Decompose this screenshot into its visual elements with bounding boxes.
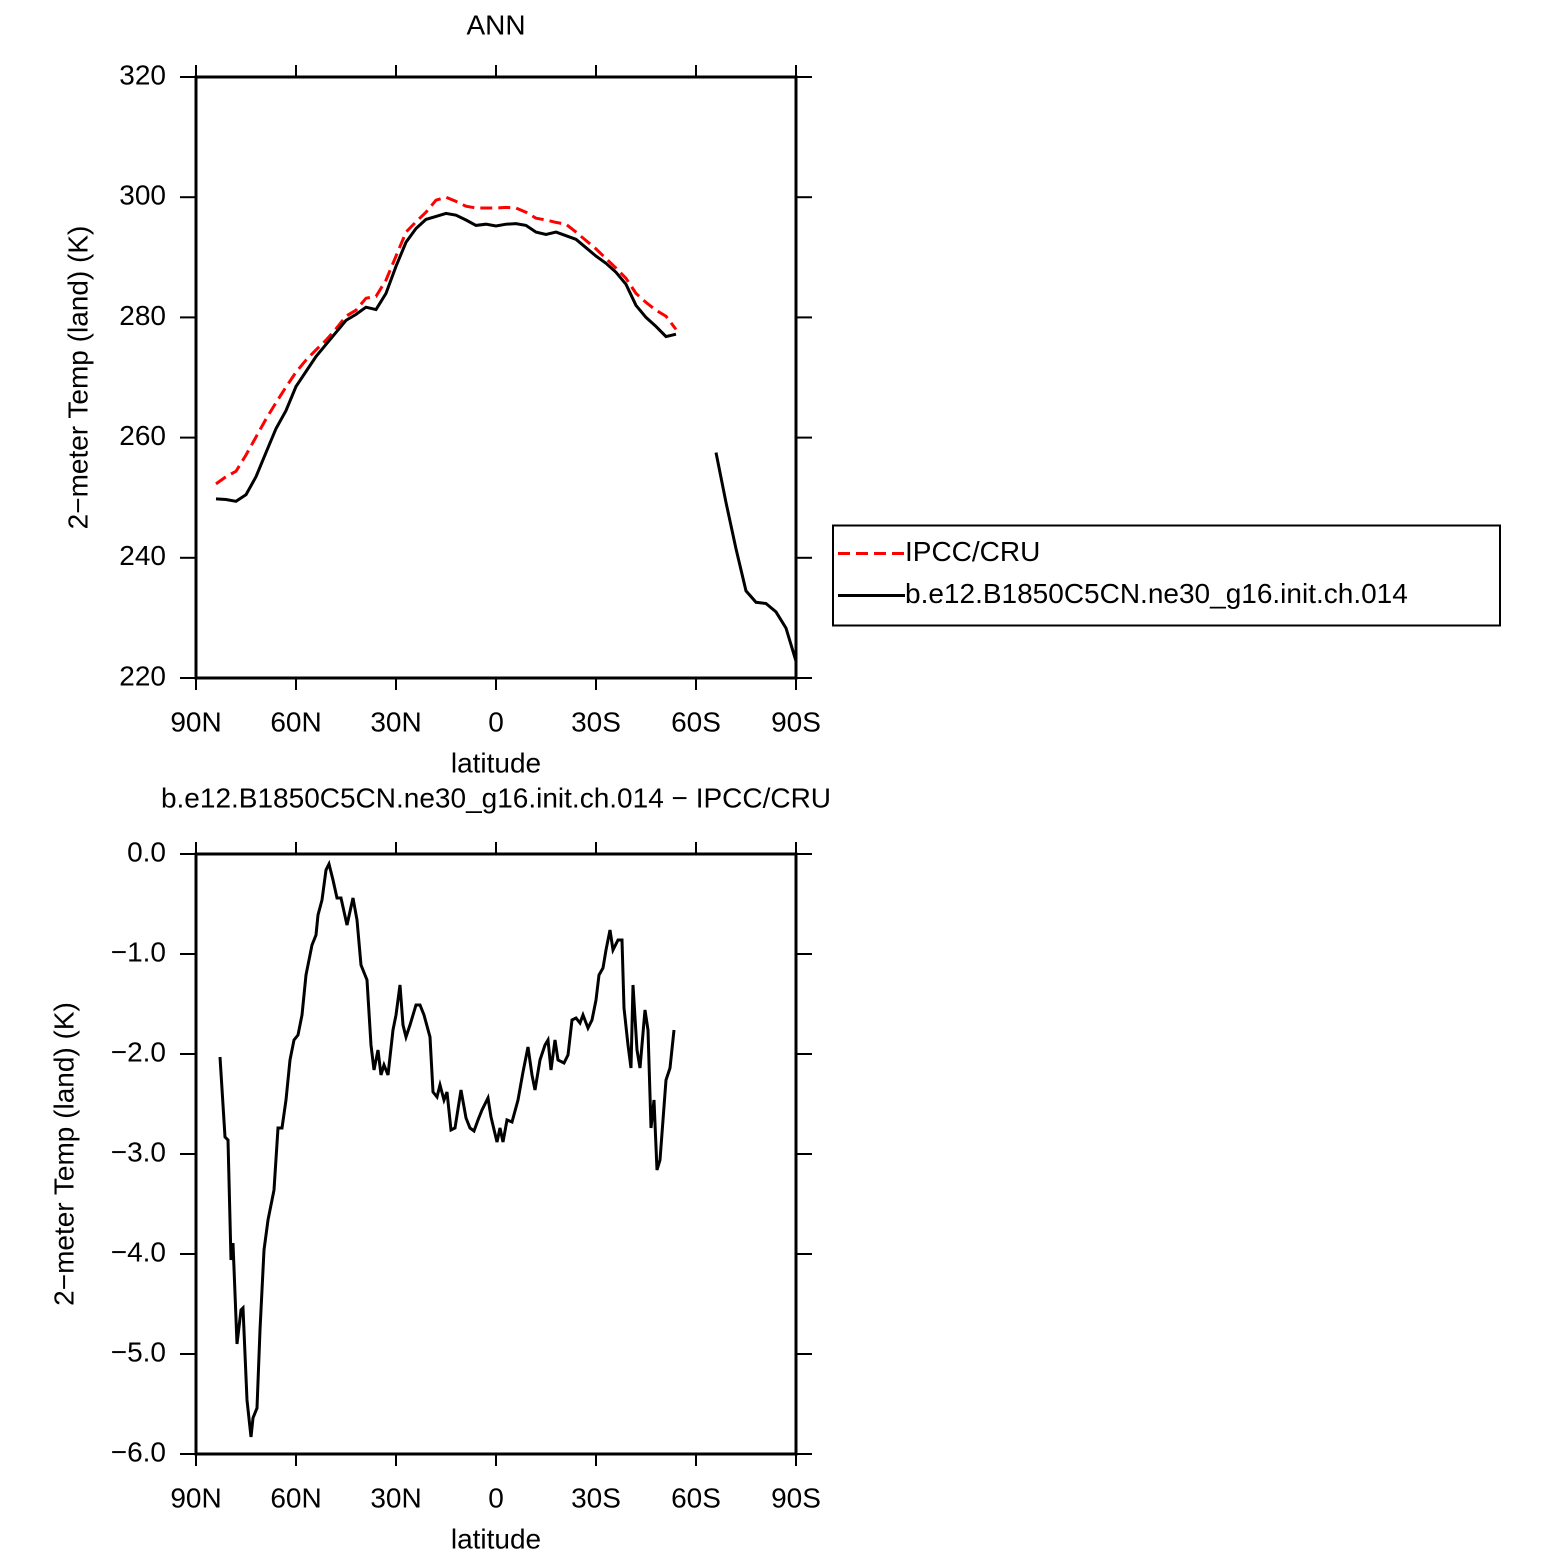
x-axis-label: latitude	[451, 747, 541, 778]
y-axis-label: 2−meter Temp (land) (K)	[62, 226, 93, 530]
y-tick-label: −5.0	[111, 1336, 166, 1367]
x-tick-label: 60S	[671, 1482, 721, 1513]
x-tick-label: 30S	[571, 706, 621, 737]
y-tick-label: −1.0	[111, 936, 166, 967]
plot-frame	[194, 75, 798, 680]
x-tick-label: 60N	[270, 706, 321, 737]
x-tick-label: 90N	[170, 1482, 221, 1513]
x-tick-label: 0	[488, 706, 504, 737]
x-tick-label: 60N	[270, 1482, 321, 1513]
x-tick-label: 0	[488, 1482, 504, 1513]
y-tick-label: 320	[119, 59, 166, 90]
x-tick-label: 30N	[370, 706, 421, 737]
legend-box	[832, 524, 1501, 627]
x-tick-label: 60S	[671, 706, 721, 737]
y-tick-label: 280	[119, 300, 166, 331]
x-tick-label: 90S	[771, 706, 821, 737]
data-line	[215, 195, 678, 486]
x-axis-label: latitude	[451, 1523, 541, 1554]
chart-title: b.e12.B1850C5CN.ne30_g16.init.ch.014 − I…	[161, 782, 831, 813]
y-tick-label: −4.0	[111, 1236, 166, 1267]
y-tick-label: 220	[119, 660, 166, 691]
x-tick-label: 30S	[571, 1482, 621, 1513]
y-tick-label: 260	[119, 420, 166, 451]
y-tick-label: −3.0	[111, 1136, 166, 1167]
y-tick-label: 300	[119, 180, 166, 211]
x-tick-label: 90N	[170, 706, 221, 737]
chart-title: ANN	[466, 9, 525, 40]
data-line	[218, 859, 676, 1438]
y-tick-label: 240	[119, 540, 166, 571]
legend-label: IPCC/CRU	[905, 536, 1040, 567]
y-tick-label: 0.0	[127, 836, 166, 867]
data-line	[215, 211, 798, 662]
x-tick-label: 30N	[370, 1482, 421, 1513]
y-tick-label: −6.0	[111, 1436, 166, 1467]
legend-label: b.e12.B1850C5CN.ne30_g16.init.ch.014	[905, 578, 1408, 609]
plot-frame	[194, 852, 798, 1456]
x-tick-label: 90S	[771, 1482, 821, 1513]
y-axis-label: 2−meter Temp (land) (K)	[48, 1002, 79, 1306]
y-tick-label: −2.0	[111, 1036, 166, 1067]
